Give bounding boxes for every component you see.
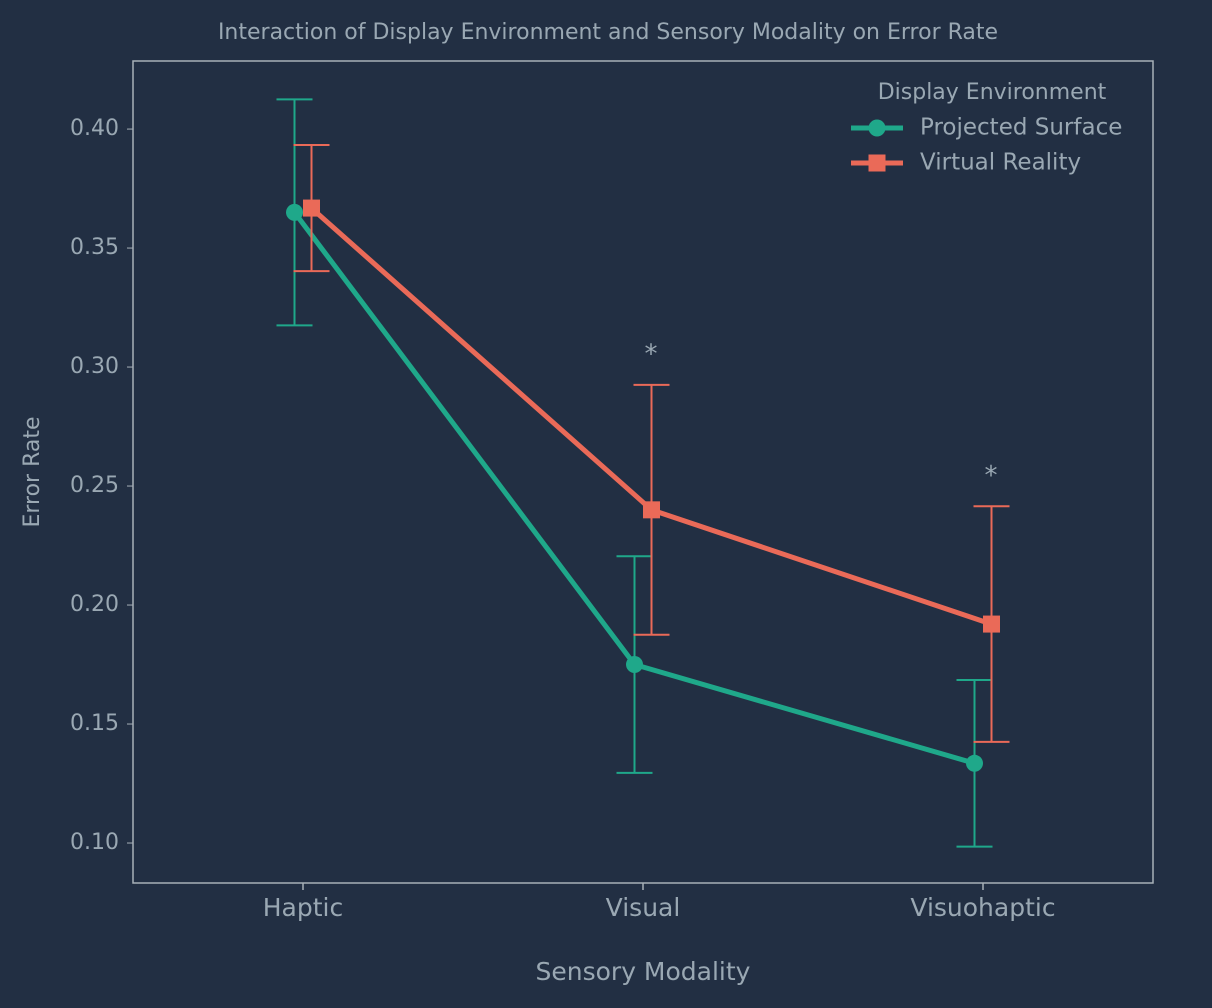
data-point: [303, 199, 320, 217]
legend-label: Projected Surface: [920, 115, 1122, 141]
data-point: [626, 656, 643, 674]
annotation: *: [985, 461, 998, 491]
y-tick-label: 0.35: [70, 235, 119, 260]
annotation: *: [645, 339, 658, 369]
data-point: [286, 203, 303, 221]
x-axis-label: Sensory Modality: [536, 957, 751, 986]
x-tick-label: Visuohaptic: [910, 893, 1055, 922]
y-tick-label: 0.20: [70, 592, 119, 617]
y-axis-label: Error Rate: [20, 416, 45, 527]
x-tick-label: Haptic: [263, 893, 343, 922]
x-tick-label: Visual: [606, 893, 681, 922]
legend-title: Display Environment: [878, 80, 1107, 105]
y-tick-label: 0.10: [70, 830, 119, 855]
y-tick-label: 0.40: [70, 116, 119, 141]
data-point: [643, 501, 660, 519]
data-point: [966, 754, 983, 772]
y-tick-label: 0.25: [70, 473, 119, 498]
data-point: [983, 615, 1000, 633]
legend-marker: [868, 154, 886, 172]
chart-title: Interaction of Display Environment and S…: [218, 20, 998, 45]
y-tick-label: 0.15: [70, 711, 119, 736]
legend-marker: [868, 119, 886, 137]
legend-label: Virtual Reality: [920, 150, 1081, 176]
y-tick-label: 0.30: [70, 354, 119, 379]
